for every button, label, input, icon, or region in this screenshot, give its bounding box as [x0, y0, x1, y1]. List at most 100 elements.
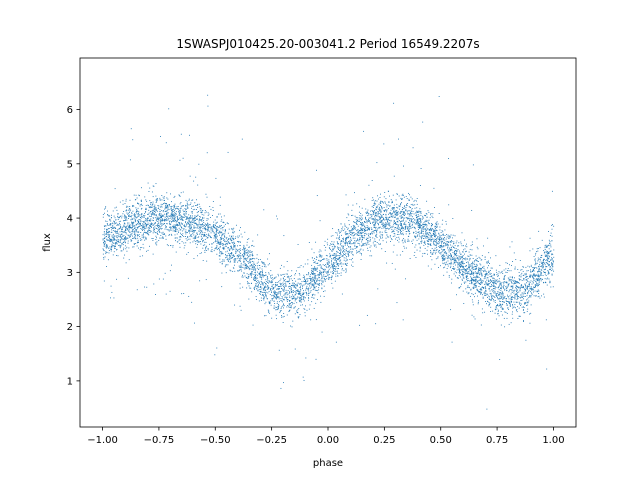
data-point	[133, 242, 135, 244]
data-point	[169, 270, 171, 272]
data-point	[447, 246, 449, 248]
data-point	[129, 214, 131, 216]
data-point	[444, 237, 445, 238]
data-point	[221, 219, 223, 221]
data-point	[540, 256, 542, 258]
data-point	[442, 255, 444, 257]
data-point	[509, 303, 510, 304]
data-point	[537, 285, 538, 287]
data-point	[190, 227, 192, 229]
data-point	[191, 234, 193, 236]
data-point	[471, 281, 472, 283]
data-point	[541, 256, 543, 258]
data-point	[284, 279, 286, 280]
data-point	[516, 291, 517, 293]
data-point	[484, 256, 486, 258]
data-point	[506, 303, 507, 304]
data-point	[458, 272, 460, 273]
data-point	[545, 282, 547, 284]
data-point	[304, 312, 306, 314]
data-point	[425, 224, 427, 226]
data-point	[197, 237, 199, 239]
data-point	[240, 268, 242, 270]
data-point	[480, 288, 482, 290]
data-point	[503, 301, 505, 303]
data-point	[385, 214, 387, 216]
data-point	[231, 248, 233, 250]
data-point	[235, 258, 236, 260]
data-point	[328, 277, 330, 278]
data-point	[340, 230, 342, 232]
data-point	[108, 228, 110, 229]
data-point	[337, 252, 339, 253]
data-point	[248, 256, 249, 258]
data-point	[405, 220, 407, 222]
data-point	[252, 263, 254, 265]
data-point	[327, 272, 329, 274]
data-point	[548, 252, 550, 253]
data-point	[252, 257, 254, 259]
data-point	[286, 280, 288, 282]
data-point	[276, 301, 278, 303]
data-point	[115, 219, 117, 221]
data-point	[347, 237, 349, 239]
data-point	[184, 207, 186, 209]
data-point	[532, 267, 534, 268]
data-point	[523, 277, 525, 279]
data-point	[244, 254, 246, 256]
data-point	[451, 240, 452, 241]
data-point	[185, 225, 187, 227]
data-point	[288, 285, 290, 287]
data-point	[370, 250, 371, 252]
data-point	[313, 269, 315, 271]
data-point	[332, 268, 334, 270]
data-point	[268, 310, 270, 312]
data-point	[291, 326, 293, 328]
data-point	[166, 218, 167, 220]
data-point	[273, 278, 275, 280]
data-point	[454, 275, 456, 277]
data-point	[480, 282, 482, 284]
data-point	[263, 274, 264, 276]
data-point	[423, 224, 425, 226]
data-point	[225, 255, 227, 256]
data-point	[160, 234, 162, 236]
data-point	[352, 224, 354, 226]
data-point	[535, 280, 537, 282]
data-point	[164, 213, 166, 215]
data-point	[303, 299, 305, 300]
data-point	[345, 234, 347, 236]
data-point	[465, 245, 467, 247]
data-point	[527, 291, 529, 293]
data-point	[378, 216, 380, 218]
data-point	[486, 283, 488, 285]
data-point	[312, 289, 314, 291]
data-point	[274, 303, 276, 304]
data-point	[205, 248, 206, 250]
data-point	[175, 224, 177, 226]
data-point	[365, 217, 367, 219]
data-point	[434, 230, 436, 232]
data-point	[135, 210, 137, 212]
data-point	[243, 255, 245, 257]
data-point	[508, 323, 510, 325]
data-point	[458, 250, 460, 252]
data-point	[483, 245, 484, 247]
data-point	[532, 289, 534, 291]
data-point	[398, 241, 400, 243]
data-point	[463, 303, 465, 304]
data-point	[381, 207, 383, 209]
data-point	[149, 207, 151, 209]
data-point	[524, 302, 526, 303]
data-point	[169, 226, 171, 228]
data-point	[114, 222, 116, 224]
data-point	[421, 236, 423, 238]
data-point	[545, 268, 546, 270]
data-point	[113, 235, 115, 237]
data-point	[342, 248, 344, 250]
data-point	[386, 206, 388, 208]
data-point	[108, 239, 110, 241]
data-point	[475, 286, 477, 288]
data-point	[164, 216, 166, 218]
data-point	[469, 258, 471, 260]
